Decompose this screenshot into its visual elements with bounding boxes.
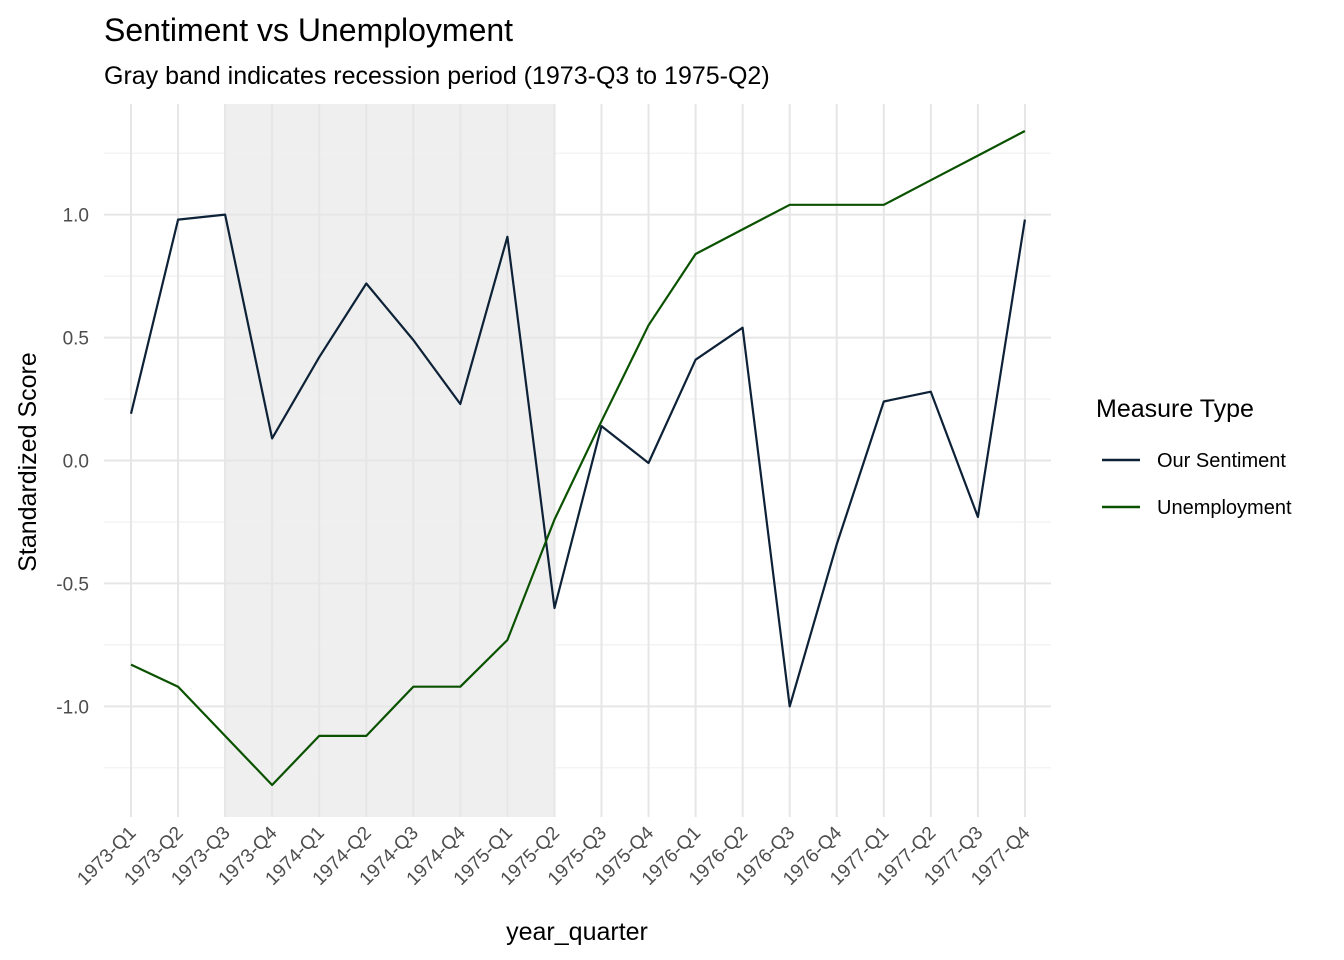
y-tick-label: 0.0 [63,452,89,473]
chart-subtitle: Gray band indicates recession period (19… [104,62,770,90]
grid-layer [104,104,1051,817]
legend-items: Our Sentiment Unemployment [1102,450,1292,519]
legend-title: Measure Type [1096,395,1254,423]
series-line-0 [129,213,1026,708]
y-axis-ticks: -1.0 -0.5 0.0 0.5 1.0 [56,206,89,719]
y-tick-label: -0.5 [56,574,89,595]
legend-label: Unemployment [1157,497,1292,519]
legend-label: Our Sentiment [1157,450,1286,472]
chart-title: Sentiment vs Unemployment [104,12,513,48]
y-tick-label: 0.5 [63,329,89,350]
y-axis-title: Standardized Score [14,352,42,572]
y-tick-label: -1.0 [56,697,89,718]
y-tick-label: 1.0 [63,206,89,227]
x-axis-ticks: 1973-Q11973-Q21973-Q31973-Q41974-Q11974-… [73,822,1034,889]
x-axis-title: year_quarter [506,918,648,946]
series-line-1 [130,130,1026,787]
legend: Measure Type Our Sentiment Unemployment [1096,395,1292,519]
series-layer [129,130,1026,787]
